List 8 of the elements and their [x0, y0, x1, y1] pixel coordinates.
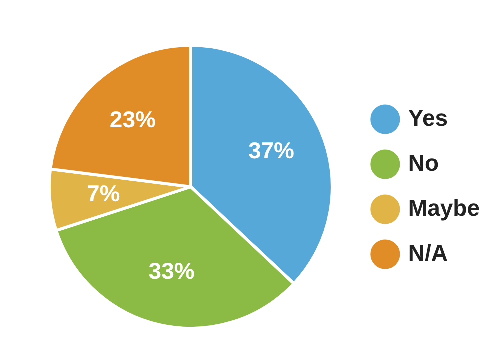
data-label: 23% — [110, 106, 156, 133]
legend-label: Maybe — [408, 194, 480, 221]
data-label: 33% — [148, 258, 195, 284]
legend-label: Yes — [408, 104, 448, 131]
data-label: 37% — [248, 138, 294, 164]
legend-label: N/A — [408, 240, 448, 266]
legend-label: No — [408, 150, 440, 176]
data-label: 7% — [86, 180, 120, 207]
